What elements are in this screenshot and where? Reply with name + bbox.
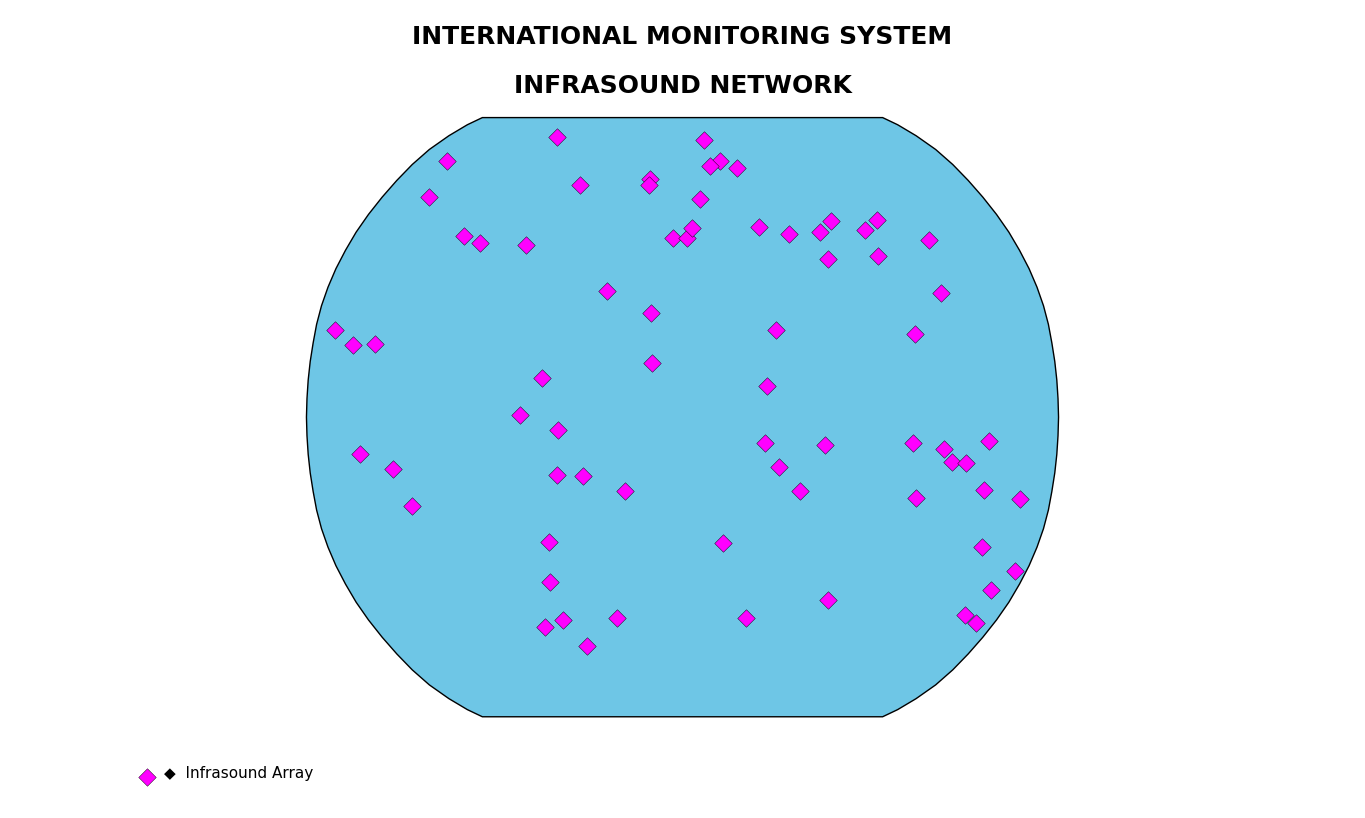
Point	[639, 179, 661, 192]
Point	[547, 424, 569, 437]
Point	[818, 594, 839, 607]
Point	[820, 215, 842, 228]
Point	[401, 500, 423, 513]
Point	[535, 620, 557, 633]
Point	[865, 213, 887, 227]
Point	[676, 231, 698, 244]
Point	[569, 178, 591, 191]
Point	[756, 379, 778, 392]
Point	[689, 192, 711, 205]
Point	[606, 612, 628, 625]
Point	[919, 234, 940, 247]
Point	[418, 191, 440, 204]
Point	[136, 771, 158, 784]
Point	[453, 229, 475, 242]
Point	[509, 409, 531, 422]
Point	[324, 323, 345, 336]
Point	[699, 160, 721, 173]
Point	[736, 612, 758, 625]
Point	[693, 133, 715, 146]
Point	[902, 437, 924, 450]
Point	[546, 130, 568, 143]
Point	[546, 468, 568, 481]
Point	[778, 227, 800, 240]
Point	[551, 614, 573, 627]
Point	[809, 226, 831, 239]
Point	[766, 323, 788, 336]
Point	[572, 469, 594, 482]
Point	[642, 357, 663, 370]
Point	[640, 307, 662, 320]
Point	[965, 617, 987, 630]
Point	[1009, 492, 1031, 506]
Point	[538, 535, 560, 548]
Point	[349, 447, 371, 461]
Text: INTERNATIONAL MONITORING SYSTEM: INTERNATIONAL MONITORING SYSTEM	[412, 25, 953, 48]
Point	[905, 492, 927, 505]
Point	[932, 443, 954, 456]
Point	[515, 238, 536, 251]
Point	[614, 485, 636, 498]
Point	[973, 483, 995, 497]
Point	[639, 173, 661, 186]
Point	[954, 608, 976, 621]
Point	[816, 253, 838, 266]
Text: ◆  Infrasound Array: ◆ Infrasound Array	[164, 766, 313, 780]
Point	[662, 231, 684, 244]
Text: INFRASOUND NETWORK: INFRASOUND NETWORK	[513, 74, 852, 97]
Point	[710, 155, 732, 168]
Point	[977, 435, 999, 448]
Point	[1003, 564, 1025, 578]
Point	[435, 154, 457, 167]
Point	[382, 463, 404, 476]
Point	[748, 220, 770, 233]
Point	[753, 437, 775, 450]
Point	[971, 541, 992, 554]
Point	[681, 222, 703, 235]
Point	[597, 285, 618, 298]
Point	[815, 438, 837, 452]
Point	[726, 161, 748, 174]
Point	[470, 236, 491, 249]
Point	[980, 583, 1002, 596]
Point	[343, 338, 364, 351]
Point	[531, 371, 553, 384]
Point	[768, 461, 790, 474]
Point	[789, 485, 811, 498]
Point	[905, 327, 927, 340]
Point	[955, 456, 977, 469]
Point	[364, 338, 386, 351]
Point	[867, 249, 889, 263]
Point	[713, 537, 734, 550]
Polygon shape	[307, 118, 1058, 717]
Point	[942, 455, 964, 468]
Point	[930, 286, 951, 299]
Point	[854, 224, 876, 237]
Point	[576, 639, 598, 652]
Point	[539, 576, 561, 589]
